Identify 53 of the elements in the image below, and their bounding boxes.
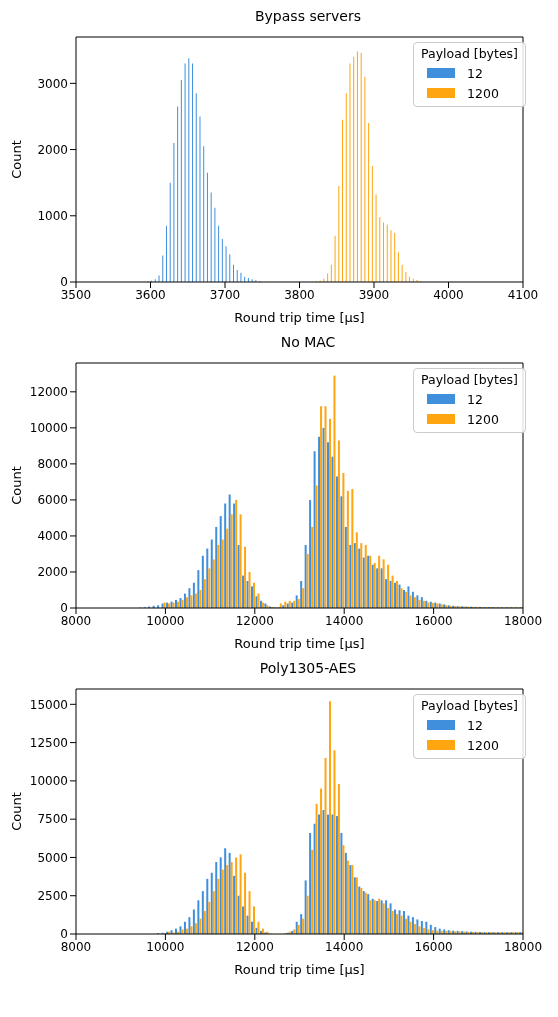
y-axis-title: Count: [8, 140, 24, 179]
x-tick-label: 12000: [235, 939, 274, 954]
y-tick-label: 1000: [37, 209, 68, 224]
legend-title: Payload [bytes]: [421, 372, 518, 387]
x-tick-label: 16000: [414, 613, 453, 628]
x-tick-label: 14000: [325, 613, 364, 628]
y-tick-label: 10000: [29, 421, 68, 436]
chart-title: Bypass servers: [254, 8, 362, 26]
x-tick-label: 4000: [433, 287, 464, 302]
y-tick-label: 5000: [37, 850, 68, 865]
legend-title: Payload [bytes]: [421, 46, 518, 61]
y-tick-label: 7500: [37, 812, 68, 827]
legend-label: 12: [467, 717, 483, 733]
y-tick-label: 4000: [37, 529, 68, 544]
y-axis-title: Count: [8, 792, 24, 831]
x-tick-label: 10000: [146, 939, 185, 954]
chart-title: No MAC: [279, 334, 337, 352]
legend-label: 1200: [467, 411, 499, 427]
y-tick-label: 3000: [37, 76, 68, 91]
y-tick-label: 12000: [29, 385, 68, 400]
y-tick-label: 12500: [29, 735, 68, 750]
y-tick-label: 6000: [37, 493, 68, 508]
y-tick-label: 2000: [37, 142, 68, 157]
x-tick-label: 3500: [60, 287, 92, 302]
chart-title: Poly1305-AES: [258, 660, 358, 678]
legend-label: 12: [467, 65, 483, 81]
x-tick-label: 12000: [235, 613, 274, 628]
y-tick-label: 0: [60, 275, 68, 290]
x-tick-label: 4100: [507, 287, 539, 302]
x-axis-title: Round trip time [μs]: [234, 310, 365, 325]
x-tick-label: 3800: [284, 287, 315, 302]
y-tick-label: 2000: [37, 565, 68, 580]
x-tick-label: 16000: [414, 939, 453, 954]
x-tick-label: 18000: [503, 939, 543, 954]
x-tick-label: 14000: [325, 939, 364, 954]
y-tick-label: 8000: [37, 457, 68, 472]
x-axis-title: Round trip time [μs]: [234, 636, 365, 651]
legend-label: 12: [467, 391, 483, 407]
y-tick-label: 15000: [29, 697, 68, 712]
y-tick-label: 10000: [29, 774, 68, 789]
legend-title: Payload [bytes]: [421, 698, 518, 713]
x-axis-title: Round trip time [μs]: [234, 962, 365, 977]
x-tick-label: 3700: [209, 287, 241, 302]
legend-label: 1200: [467, 737, 499, 753]
x-tick-label: 18000: [503, 613, 543, 628]
x-tick-label: 10000: [146, 613, 185, 628]
y-axis-title: Count: [8, 466, 24, 505]
y-tick-label: 0: [60, 927, 68, 942]
x-tick-label: 3600: [135, 287, 166, 302]
legend-label: 1200: [467, 85, 499, 101]
y-tick-label: 0: [60, 601, 68, 616]
y-tick-label: 2500: [37, 888, 68, 903]
x-tick-label: 3900: [358, 287, 390, 302]
